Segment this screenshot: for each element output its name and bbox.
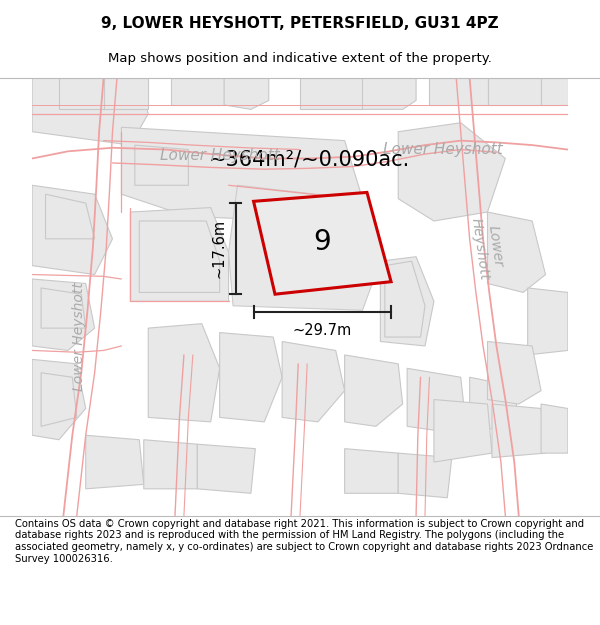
- Polygon shape: [121, 127, 362, 221]
- Polygon shape: [32, 185, 113, 274]
- Polygon shape: [362, 78, 416, 109]
- Polygon shape: [32, 359, 86, 440]
- Text: ~17.6m: ~17.6m: [212, 219, 227, 278]
- Polygon shape: [104, 78, 148, 109]
- Polygon shape: [197, 444, 256, 493]
- Polygon shape: [488, 78, 541, 105]
- Polygon shape: [434, 399, 492, 462]
- Polygon shape: [398, 122, 505, 221]
- Text: 9: 9: [313, 228, 331, 256]
- Polygon shape: [220, 332, 282, 422]
- Polygon shape: [130, 208, 229, 301]
- Polygon shape: [282, 341, 344, 422]
- Polygon shape: [407, 368, 465, 431]
- Polygon shape: [541, 404, 568, 453]
- Polygon shape: [385, 261, 425, 337]
- Polygon shape: [527, 288, 568, 355]
- Polygon shape: [492, 404, 545, 458]
- Polygon shape: [86, 435, 144, 489]
- Polygon shape: [488, 212, 545, 292]
- Polygon shape: [224, 78, 269, 109]
- Text: Map shows position and indicative extent of the property.: Map shows position and indicative extent…: [108, 52, 492, 65]
- Polygon shape: [144, 440, 197, 489]
- Text: 9, LOWER HEYSHOTT, PETERSFIELD, GU31 4PZ: 9, LOWER HEYSHOTT, PETERSFIELD, GU31 4PZ: [101, 16, 499, 31]
- Polygon shape: [46, 194, 95, 239]
- Text: Lower Heyshott: Lower Heyshott: [160, 148, 280, 163]
- Polygon shape: [32, 279, 95, 351]
- Polygon shape: [488, 341, 541, 404]
- Polygon shape: [135, 145, 188, 185]
- Text: Lower Heyshott: Lower Heyshott: [383, 142, 503, 157]
- Polygon shape: [59, 78, 104, 109]
- Polygon shape: [229, 185, 380, 310]
- Polygon shape: [41, 288, 86, 328]
- Polygon shape: [41, 372, 77, 426]
- Polygon shape: [148, 324, 220, 422]
- Text: ~29.7m: ~29.7m: [293, 322, 352, 338]
- Polygon shape: [344, 355, 403, 426]
- Polygon shape: [344, 449, 398, 493]
- Polygon shape: [254, 192, 391, 294]
- Polygon shape: [380, 257, 434, 346]
- Text: ~364m²/~0.090ac.: ~364m²/~0.090ac.: [208, 149, 410, 169]
- Polygon shape: [470, 378, 519, 431]
- Polygon shape: [541, 78, 568, 105]
- Polygon shape: [139, 221, 220, 292]
- Polygon shape: [430, 78, 488, 105]
- Polygon shape: [398, 453, 452, 498]
- Polygon shape: [300, 78, 362, 109]
- Text: Lower
Heyshott: Lower Heyshott: [468, 214, 507, 281]
- Text: Contains OS data © Crown copyright and database right 2021. This information is : Contains OS data © Crown copyright and d…: [15, 519, 593, 564]
- Text: Lower Heyshott: Lower Heyshott: [71, 282, 86, 391]
- Polygon shape: [170, 78, 224, 105]
- Polygon shape: [32, 78, 148, 145]
